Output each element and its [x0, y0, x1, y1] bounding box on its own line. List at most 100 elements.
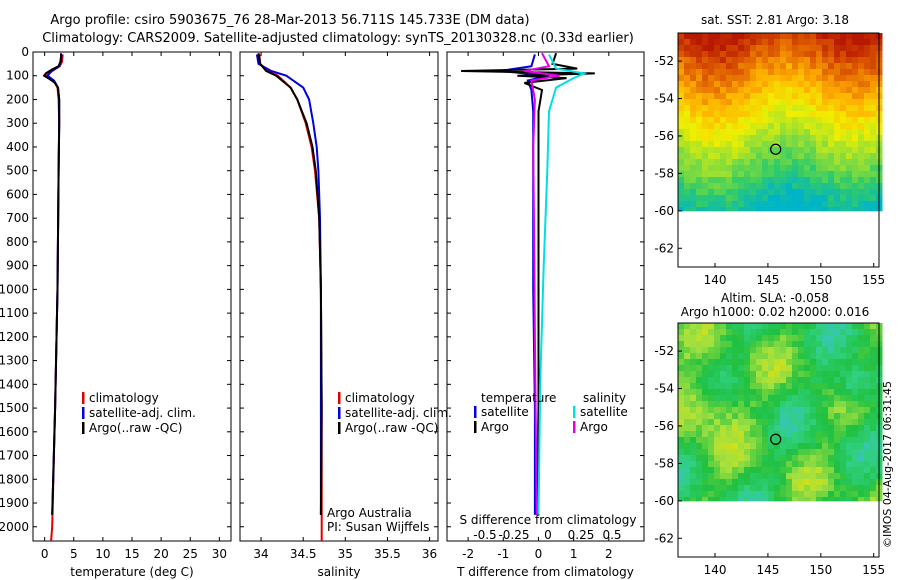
sst_map-cell [864, 177, 871, 184]
sst_map-cell [690, 201, 697, 208]
difference-legend-title-s: salinity [583, 391, 626, 405]
sst_map-cell [780, 135, 787, 142]
depth-tick-label: 1900 [0, 496, 29, 510]
sla_map-cell [756, 425, 763, 432]
sst_map-cell [846, 117, 853, 124]
sla_map-cell [720, 335, 727, 342]
sst_map-cell [846, 99, 853, 106]
sst_map-cell [864, 81, 871, 88]
sst_map-cell [702, 33, 709, 40]
sst_map-cell [684, 153, 691, 160]
sla_map-cell [852, 395, 859, 402]
sst_map-cell [834, 51, 841, 58]
sla_map-cell [870, 479, 877, 486]
sst_map-cell [828, 195, 835, 202]
sst_map-cell [810, 123, 817, 130]
sla_map-cell [786, 479, 793, 486]
sst_map-cell [774, 195, 781, 202]
sla_map-cell [828, 329, 835, 336]
sst_map-cell [750, 57, 757, 64]
sst_map-cell [822, 201, 829, 208]
sst_map-cell [780, 45, 787, 52]
sla_map-cell [732, 389, 739, 396]
sla_map-cell [768, 323, 775, 330]
sst_map-cell [852, 45, 859, 52]
sla_map-cell [852, 455, 859, 462]
sst_map-cell [744, 183, 751, 190]
sst_map-cell [852, 141, 859, 148]
sst_map-cell [846, 81, 853, 88]
sst_map-cell [774, 171, 781, 178]
sla_map-cell [780, 437, 787, 444]
sst_map-cell [780, 75, 787, 82]
sst_map-cell [720, 177, 727, 184]
sla_map-cell [858, 443, 865, 450]
sst_map-cell [780, 87, 787, 94]
sla_map-cell [762, 329, 769, 336]
sst_map-cell [792, 87, 799, 94]
sla_map-cell [786, 455, 793, 462]
sla_map-cell [738, 413, 745, 420]
sla_map-cell [732, 347, 739, 354]
sla_map-cell [834, 473, 841, 480]
sst_map-cell [774, 39, 781, 46]
sla_map-cell [750, 389, 757, 396]
sla_map-cell [834, 413, 841, 420]
sla_map-cell [750, 449, 757, 456]
sst_map-cell [840, 63, 847, 70]
sla_map-cell [804, 323, 811, 330]
sla_map-cell [774, 461, 781, 468]
sla_map-cell [726, 479, 733, 486]
sst_map-cell [714, 207, 721, 212]
sla_map-cell [870, 371, 877, 378]
sst_map-cell [840, 141, 847, 148]
sla_map-cell [762, 353, 769, 360]
sla_map-cell [828, 497, 835, 502]
sst_map-cell [714, 123, 721, 130]
sst_map-cell [744, 147, 751, 154]
sla_map-cell [762, 461, 769, 468]
sst_map-cell [810, 63, 817, 70]
sla_map-cell [702, 443, 709, 450]
sst_map-cell [720, 165, 727, 172]
sst_map-cell [810, 177, 817, 184]
sla_map-cell [870, 395, 877, 402]
sst_map-cell [762, 141, 769, 148]
sst_map-cell [822, 87, 829, 94]
sst_map-cell [756, 135, 763, 142]
sla_map-cell [696, 491, 703, 498]
sla_map-cell [810, 473, 817, 480]
sst_map-cell [726, 45, 733, 52]
sst_map-cell [726, 135, 733, 142]
sst_map-cell [858, 69, 865, 76]
sst_map-cell [822, 111, 829, 118]
sla_map-cell [720, 359, 727, 366]
sst_map-cell [732, 177, 739, 184]
sla_map-cell [702, 365, 709, 372]
sla_map-cell [804, 353, 811, 360]
sla_map-cell [690, 407, 697, 414]
sla_map-cell [756, 419, 763, 426]
sla_map-cell [732, 497, 739, 502]
sst_map-cell [768, 177, 775, 184]
sla_map-cell [858, 407, 865, 414]
sst_map-cell [840, 189, 847, 196]
sla_map-cell [678, 455, 685, 462]
sst_map-cell [780, 171, 787, 178]
sla_map-cell [768, 425, 775, 432]
sst_map-cell [690, 195, 697, 202]
sla_map-cell [816, 341, 823, 348]
sla_map-cell [702, 407, 709, 414]
sla_map-cell [840, 341, 847, 348]
temperature-xtick-label: 25 [183, 547, 198, 561]
sst_map-cell [774, 63, 781, 70]
sst_map-cell [798, 33, 805, 40]
sst_map-cell [858, 75, 865, 82]
sla_map-cell [684, 347, 691, 354]
sst_map-cell [684, 99, 691, 106]
sst_map-cell [756, 183, 763, 190]
sst_map-cell [846, 87, 853, 94]
sla_map-cell [780, 485, 787, 492]
sst_map-cell [720, 201, 727, 208]
sla_map-cell [684, 473, 691, 480]
